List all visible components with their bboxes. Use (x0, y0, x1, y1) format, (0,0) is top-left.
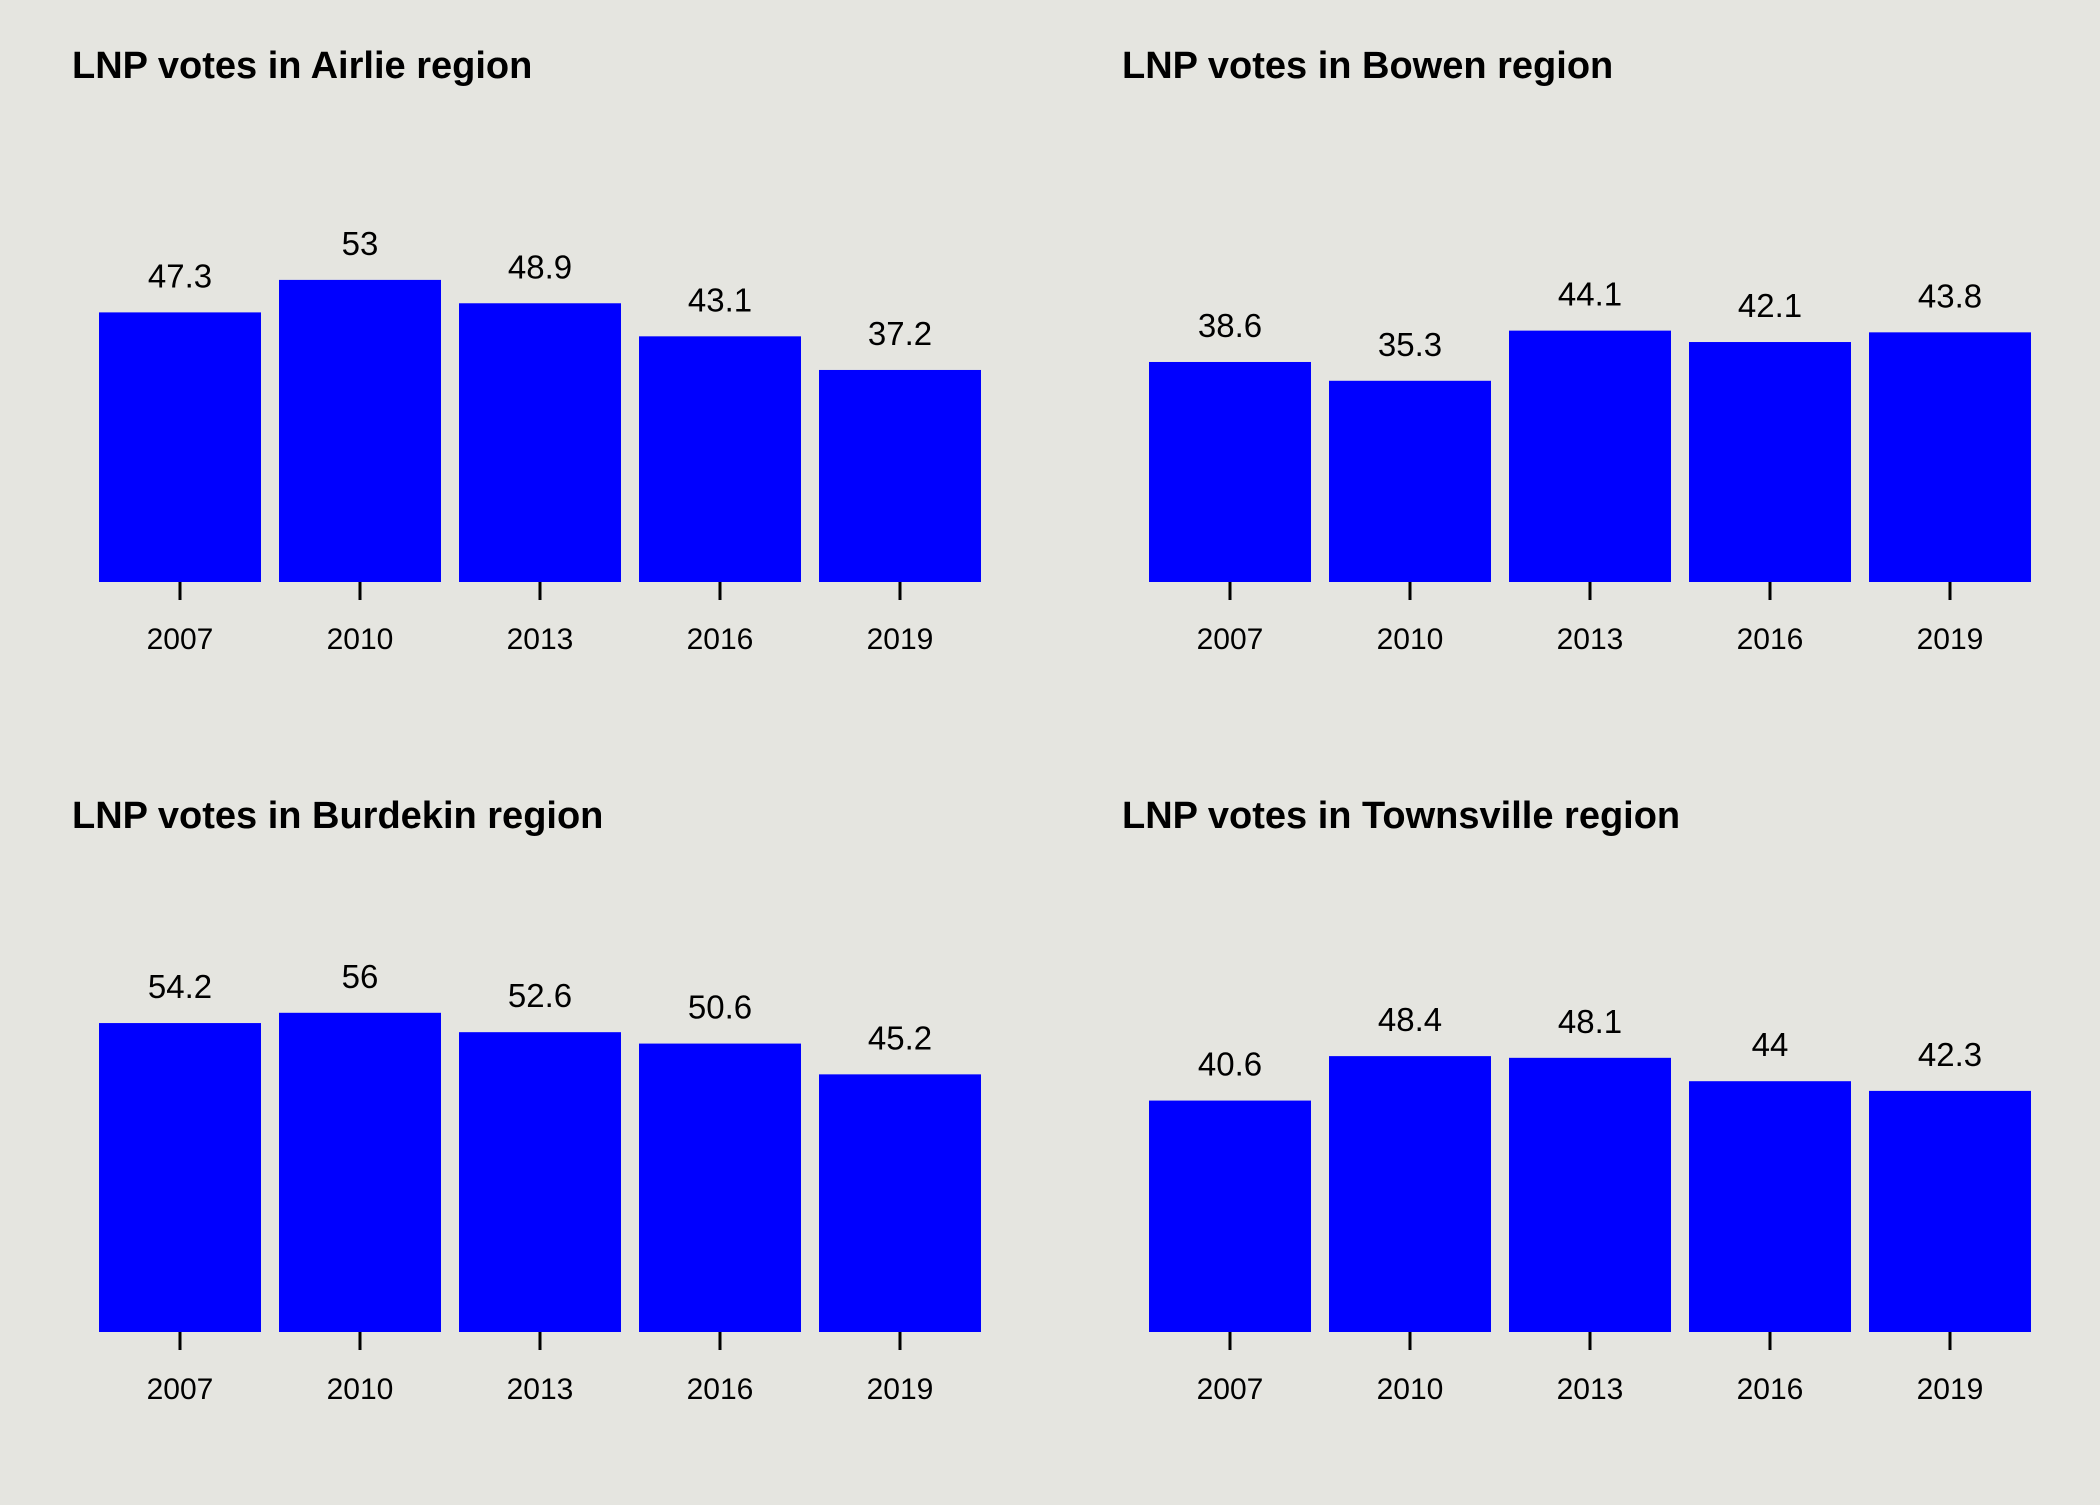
data-label: 48.9 (508, 248, 572, 285)
data-label: 45.2 (868, 1019, 932, 1056)
x-tick-label: 2019 (1917, 1373, 1984, 1406)
bar (1149, 1100, 1311, 1332)
x-tick-label: 2010 (327, 1373, 394, 1406)
data-label: 35.3 (1378, 326, 1442, 363)
chart-title: LNP votes in Airlie region (72, 45, 532, 87)
chart-title: LNP votes in Bowen region (1122, 45, 1613, 87)
x-tick-label: 2016 (1737, 623, 1804, 656)
bar (1329, 1056, 1491, 1332)
data-label: 40.6 (1198, 1046, 1262, 1083)
x-tick-label: 2013 (507, 623, 574, 656)
data-label: 43.8 (1918, 277, 1982, 314)
data-label: 48.1 (1558, 1003, 1622, 1040)
x-tick-label: 2013 (507, 1373, 574, 1406)
bar (99, 312, 261, 582)
x-tick-label: 2010 (1377, 623, 1444, 656)
x-tick-label: 2010 (327, 623, 394, 656)
chart-panel-3: LNP votes in Burdekin region 54.2 2007 56 20… (72, 795, 981, 1406)
bar (279, 1012, 441, 1332)
x-tick-label: 2019 (1917, 623, 1984, 656)
data-label: 37.2 (868, 315, 932, 352)
bar (459, 1032, 621, 1332)
x-tick-label: 2019 (867, 623, 934, 656)
data-label: 44 (1752, 1026, 1789, 1063)
x-tick-label: 2010 (1377, 1373, 1444, 1406)
x-tick-label: 2016 (1737, 1373, 1804, 1406)
data-label: 50.6 (688, 989, 752, 1026)
data-label: 43.1 (688, 281, 752, 318)
x-tick-label: 2007 (1197, 623, 1264, 656)
data-label: 52.6 (508, 977, 572, 1014)
chart-panel-1: LNP votes in Airlie region 47.3 2007 53 2010… (72, 45, 981, 656)
bar (1149, 361, 1311, 582)
chart-panel-4: LNP votes in Townsville region 40.6 2007 48… (1122, 795, 2031, 1406)
chart-panel-2: LNP votes in Bowen region 38.6 2007 35.3 201… (1122, 45, 2031, 656)
bar (819, 1074, 981, 1332)
data-label: 38.6 (1198, 307, 1262, 344)
x-tick-label: 2016 (687, 623, 754, 656)
bar (639, 336, 801, 582)
x-tick-label: 2013 (1557, 623, 1624, 656)
bar (459, 303, 621, 582)
bar (99, 1023, 261, 1332)
bar (1509, 1057, 1671, 1332)
data-label: 44.1 (1558, 276, 1622, 313)
bar (1689, 342, 1851, 582)
bar (279, 279, 441, 582)
x-tick-label: 2013 (1557, 1373, 1624, 1406)
bar (1689, 1081, 1851, 1332)
x-tick-label: 2007 (147, 1373, 214, 1406)
bar (1869, 332, 2031, 582)
bar (1329, 380, 1491, 582)
bar (1509, 330, 1671, 582)
data-label: 53 (342, 225, 379, 262)
chart-title: LNP votes in Townsville region (1122, 795, 1680, 837)
chart-title: LNP votes in Burdekin region (72, 795, 603, 837)
x-tick-label: 2007 (147, 623, 214, 656)
x-tick-label: 2007 (1197, 1373, 1264, 1406)
data-label: 48.4 (1378, 1001, 1442, 1038)
data-label: 56 (342, 958, 379, 995)
bar (639, 1043, 801, 1332)
data-label: 42.1 (1738, 287, 1802, 324)
x-tick-label: 2019 (867, 1373, 934, 1406)
x-tick-label: 2016 (687, 1373, 754, 1406)
data-label: 54.2 (148, 968, 212, 1005)
data-label: 47.3 (148, 257, 212, 294)
bar (1869, 1090, 2031, 1332)
bar (819, 369, 981, 582)
data-label: 42.3 (1918, 1036, 1982, 1073)
